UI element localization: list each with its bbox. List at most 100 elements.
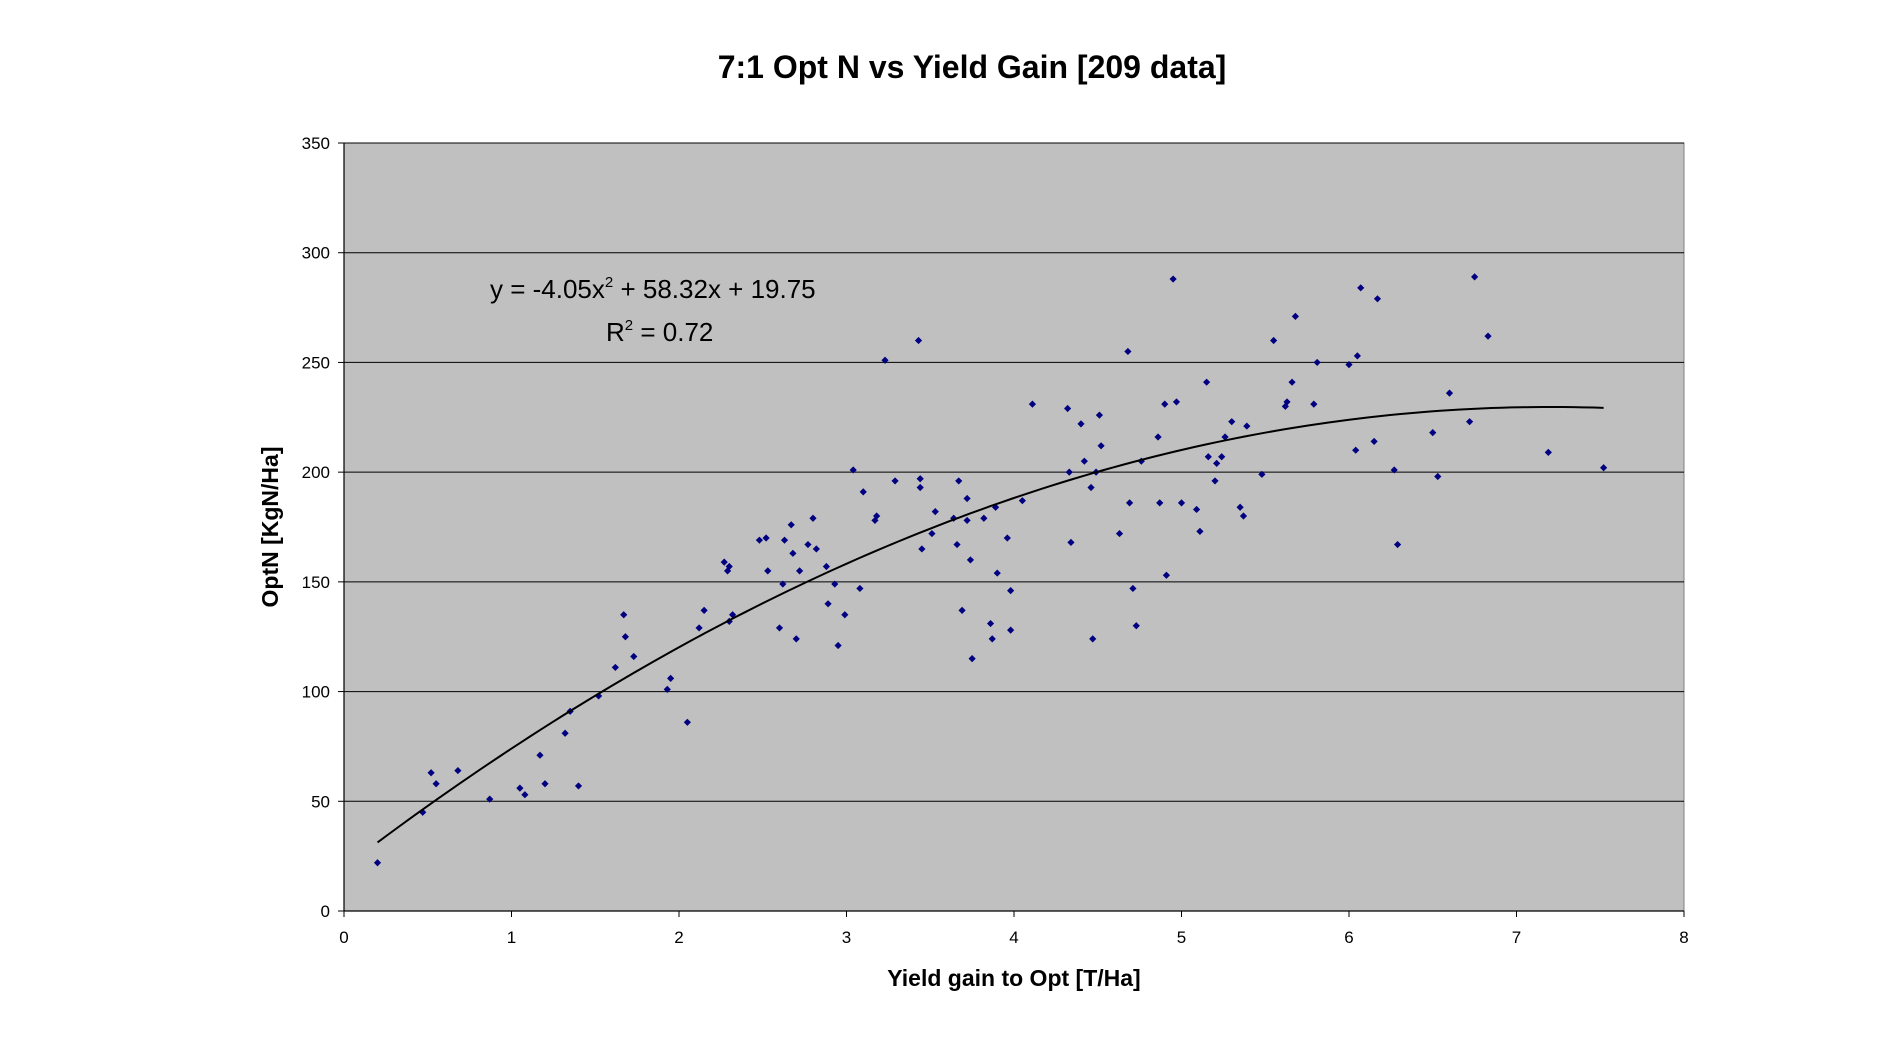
x-tick-label: 5 [1177,928,1186,947]
y-tick-label: 200 [302,463,330,482]
data-point [1466,418,1474,426]
data-point [1028,400,1037,408]
data-point [1177,499,1186,507]
data-point [991,503,1000,511]
data-point [1161,400,1169,408]
data-point [700,606,708,614]
data-point [993,569,1001,577]
x-tick-label: 4 [1009,928,1018,947]
data-point [953,540,961,549]
data-point [1390,466,1398,474]
y-tick-label: 350 [302,134,330,153]
y-tick-label: 250 [302,353,330,372]
x-tick-label: 0 [339,928,348,947]
data-point [822,562,830,571]
data-point [1221,433,1229,441]
data-point [521,791,529,799]
data-point [988,635,996,643]
data-point [755,536,763,544]
x-tick-label: 1 [507,928,516,947]
x-tick-label: 8 [1679,928,1688,947]
r-squared-label: R2 = 0.72 [606,317,713,347]
y-tick-label: 100 [302,683,330,702]
trendline-equation: y = -4.05x2 + 58.32x + 19.75 [490,274,816,304]
data-point [916,483,924,492]
data-point [427,769,435,777]
data-point [762,534,770,542]
data-point [873,512,881,520]
data-point [950,514,958,522]
y-tick-label: 50 [311,792,330,811]
data-point [1345,361,1353,369]
data-point [1087,483,1095,492]
data-point [1095,411,1104,419]
data-point [986,619,995,628]
data-point [1373,295,1382,303]
data-point [1067,538,1075,546]
x-axis-label: Yield gain to Opt [T/Ha] [887,965,1140,991]
data-point [1196,527,1204,535]
data-point [881,356,889,364]
data-point [1239,512,1248,520]
data-point [1213,459,1221,467]
data-point [1484,332,1492,340]
equation-suffix: + 58.32x + 19.75 [613,274,815,304]
data-point [611,663,619,672]
data-point [1192,505,1201,514]
data-point [720,558,728,566]
data-point [1129,584,1137,593]
trendline [376,405,1604,844]
data-point [1132,622,1140,630]
data-point [963,516,971,525]
data-point [516,784,524,792]
data-point [958,606,966,614]
data-point [1097,442,1105,450]
data-point [834,641,842,650]
data-point [630,652,638,661]
y-tick-label: 0 [321,902,330,921]
y-axis-label: OptN [KgN/Ha] [257,447,283,608]
data-point [787,521,795,529]
r2-superscript: 2 [625,317,633,334]
data-point [968,655,976,663]
data-point [1172,398,1181,406]
plot-background [343,142,1685,912]
data-point [841,611,849,619]
data-point [1007,587,1015,595]
data-point [1352,446,1360,454]
data-point [1169,275,1177,283]
r2-suffix: = 0.72 [633,317,713,347]
data-point [1080,457,1088,465]
data-point [725,562,733,571]
data-point [1270,336,1278,345]
data-point [796,567,804,575]
data-point [1243,422,1251,430]
data-point [1162,571,1171,579]
data-point [486,795,494,803]
data-point [914,336,923,345]
data-point [454,766,462,775]
data-point [916,475,924,483]
data-point [1353,352,1361,360]
data-point [663,685,671,693]
data-point [723,567,732,575]
data-point [1393,540,1402,549]
data-point [1310,400,1318,408]
equation-superscript: 2 [605,274,613,291]
data-point [780,536,789,544]
data-point [856,584,864,593]
data-point [1065,468,1073,476]
data-point [1115,529,1124,538]
data-point [804,540,812,549]
r2-prefix: R [606,317,625,347]
chart-title: 7:1 Opt N vs Yield Gain [209 data] [718,49,1227,85]
grid-lines [344,142,1684,802]
data-point [1471,273,1479,281]
data-point [859,488,867,496]
data-point [928,529,936,538]
data-point [812,545,820,553]
data-point [1544,448,1552,456]
data-point [779,580,787,588]
data-points [373,273,1608,867]
